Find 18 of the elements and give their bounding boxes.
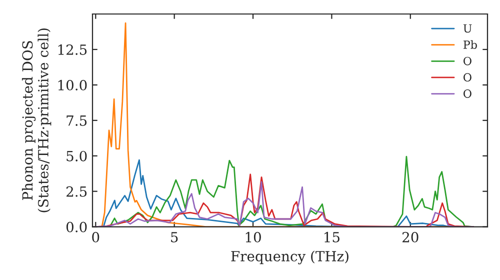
y-tick-label: 5.0 <box>66 150 87 162</box>
x-axis-title: Frequency (THz) <box>231 250 348 264</box>
y-tick-label: 0.0 <box>66 222 87 232</box>
x-tick-label: 10 <box>246 232 261 242</box>
x-tick-label: 0 <box>92 232 100 242</box>
y-tick-label: 7.5 <box>66 116 87 126</box>
x-tick-label: 5 <box>171 232 178 242</box>
legend-label: O <box>464 89 472 98</box>
legend-label: Pb <box>464 40 477 49</box>
y-tick-label: 12.5 <box>58 44 87 55</box>
y-tick-label: 10.0 <box>58 80 87 90</box>
y-tick-label: 2.5 <box>66 186 87 197</box>
legend-label: O <box>464 56 472 66</box>
x-tick-label: 15 <box>324 232 340 242</box>
legend-label: U <box>463 24 472 33</box>
legend-label: O <box>464 73 472 82</box>
x-tick-label: 20 <box>402 232 418 242</box>
y-axis-title: Phonon projected DOS (States/THz·primitive cell) <box>22 28 52 212</box>
